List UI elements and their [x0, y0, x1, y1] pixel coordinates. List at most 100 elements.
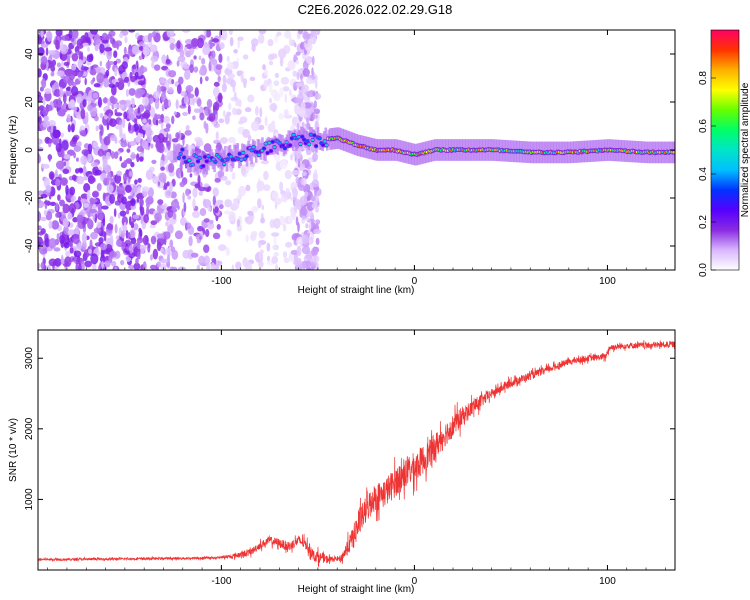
heatmap-cell: [62, 168, 70, 175]
heatmap-cell: [312, 171, 318, 182]
heatmap-cell: [307, 38, 314, 46]
heatmap-cell: [158, 142, 165, 154]
heatmap-cell: [134, 71, 139, 78]
ridge-core: [283, 147, 287, 150]
heatmap-cell: [79, 129, 87, 137]
heatmap-cell: [132, 64, 137, 70]
heatmap-cell: [310, 30, 317, 37]
ridge-halo: [312, 129, 315, 147]
heatmap-cell: [268, 83, 273, 93]
heatmap-cell: [151, 159, 157, 164]
heatmap-cell: [167, 208, 174, 218]
ridge-core: [278, 141, 282, 145]
heatmap-cell: [212, 101, 220, 112]
heatmap-cell: [141, 221, 147, 230]
heatmap-cell: [113, 60, 118, 66]
heatmap-cell: [242, 54, 249, 60]
heatmap-cell: [80, 155, 88, 165]
heatmap-cell: [308, 239, 312, 245]
ridge-core: [672, 150, 675, 154]
heatmap-cell: [258, 30, 267, 35]
ridge-halo: [225, 154, 229, 172]
heatmap-cell: [160, 263, 167, 270]
heatmap-cell: [305, 77, 313, 85]
heatmap-cell: [296, 82, 303, 87]
heatmap-cell: [291, 210, 296, 221]
ridge-core: [305, 139, 310, 143]
heatmap-cell: [67, 212, 73, 220]
heatmap-cell: [114, 223, 118, 234]
heatmap-cell: [162, 250, 166, 256]
heatmap-cell: [48, 153, 52, 162]
heatmap-cell: [236, 218, 241, 228]
heatmap-cell: [290, 154, 293, 161]
heatmap-cell: [210, 262, 215, 270]
ridge-core: [309, 133, 313, 136]
heatmap-cell: [301, 245, 311, 255]
y-tick-label: -20: [24, 190, 35, 205]
colorbar-tick-label: 0.4: [698, 167, 709, 181]
heatmap-cell: [295, 51, 301, 56]
heatmap-cell: [105, 151, 111, 160]
heatmap-cell: [285, 187, 290, 194]
heatmap-cell: [145, 127, 153, 137]
heatmap-cell: [183, 93, 187, 103]
heatmap-cell: [116, 170, 123, 176]
heatmap-cell: [142, 118, 147, 124]
heatmap-cell: [78, 263, 82, 270]
heatmap-cell: [202, 45, 211, 56]
heatmap-cell: [70, 99, 76, 109]
heatmap-cell: [292, 187, 299, 198]
heatmap-cell: [93, 34, 101, 46]
heatmap-cell: [251, 43, 256, 52]
heatmap-cell: [89, 209, 98, 214]
ridge-core: [180, 148, 184, 151]
heatmap-cell: [136, 239, 141, 250]
heatmap-cell: [258, 260, 264, 268]
heatmap-cell: [209, 219, 214, 224]
heatmap-cell: [38, 94, 43, 103]
heatmap-cell: [96, 221, 102, 229]
heatmap-cell: [168, 37, 176, 44]
ridge-core: [267, 141, 271, 144]
heatmap-cell: [142, 235, 149, 246]
heatmap-cell: [97, 96, 102, 108]
heatmap-cell: [113, 50, 118, 58]
heatmap-cell: [103, 77, 110, 88]
heatmap-cell: [313, 100, 317, 109]
heatmap-cell: [138, 55, 143, 61]
ridge-halo: [299, 126, 303, 144]
heatmap-cell: [166, 181, 170, 187]
heatmap-cell: [192, 187, 198, 198]
heatmap-cell: [224, 114, 230, 125]
heatmap-cell: [284, 93, 288, 103]
ridge-core: [206, 154, 211, 158]
heatmap-cell: [86, 54, 94, 63]
ridge-halo: [313, 130, 317, 148]
heatmap-cell: [90, 162, 99, 168]
heatmap-cell: [244, 107, 252, 113]
heatmap-cell: [245, 261, 253, 270]
heatmap-cell: [284, 169, 292, 180]
ridge-core: [312, 134, 317, 137]
y-tick-label: 3000: [24, 347, 35, 370]
heatmap-cell: [295, 216, 299, 226]
heatmap-cell: [294, 103, 299, 115]
heatmap-cell: [41, 78, 47, 89]
heatmap-cell: [287, 60, 296, 71]
heatmap-cell: [177, 55, 186, 63]
heatmap-cell: [299, 195, 308, 206]
heatmap-cell: [175, 99, 179, 110]
heatmap-cell: [128, 170, 133, 177]
ridge-core: [288, 144, 292, 147]
heatmap-cell: [217, 75, 221, 83]
heatmap-cell: [70, 37, 75, 42]
heatmap-cell: [101, 260, 105, 270]
heatmap-cell: [89, 239, 93, 251]
heatmap-cell: [182, 192, 185, 204]
heatmap-cell: [118, 99, 127, 105]
heatmap-cell: [130, 237, 137, 245]
heatmap-cell: [83, 182, 91, 193]
heatmap-cell: [227, 136, 236, 144]
ridge-halo: [233, 144, 236, 162]
